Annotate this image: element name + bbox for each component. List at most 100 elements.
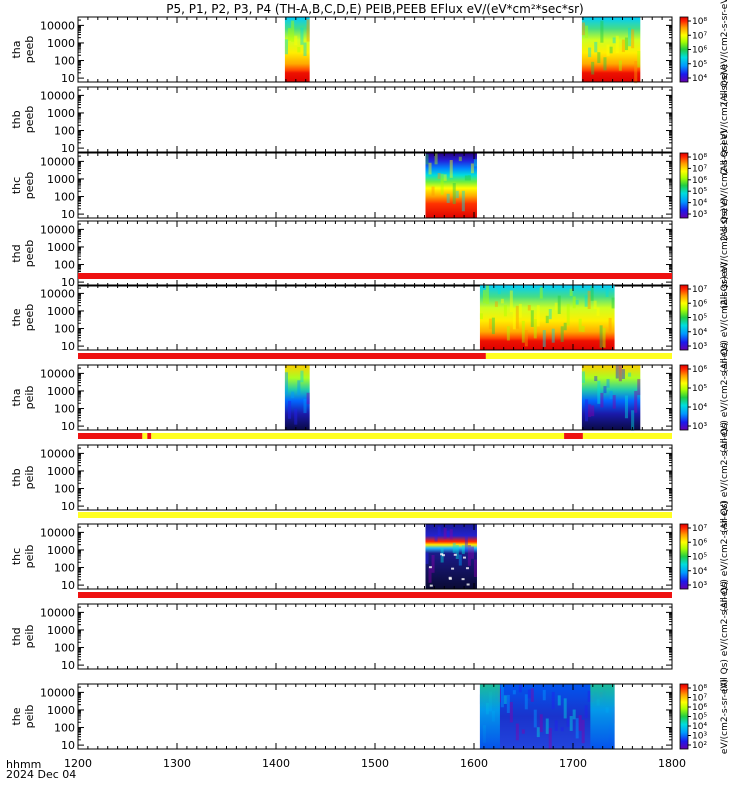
colorbar-tick-label: 10⁶ (692, 703, 707, 713)
colorbar-tick-label: 10⁷ (692, 694, 707, 704)
status-bar-segment (78, 433, 143, 439)
colorbar-label: (All Qs) eV/(cm2-s-sr-eV) (720, 262, 730, 373)
colorbar-label: (All Qs) eV/(cm2-s-sr-eV) (720, 0, 730, 105)
status-bar-segment (78, 353, 486, 359)
colorbar-tick-label: 10⁶ (692, 299, 707, 309)
status-bar-segment (485, 353, 672, 359)
colorbar-tick-label: 10⁸ (692, 153, 707, 163)
y-tick-label: 10000 (40, 155, 75, 168)
y-tick-label: 1000 (47, 305, 75, 318)
y-tick-label: 10 (61, 739, 75, 752)
x-tick-label: 1700 (559, 757, 587, 770)
colorbar-tick-label: 10⁶ (692, 46, 707, 56)
panel-thc-peib: 10 100 1000 10000 thc peib 10³ 10⁴ 10⁵ 10⁶ 10⁷ (All… (10, 501, 730, 612)
colorbar-tick-label: 10⁵ (692, 187, 707, 197)
colorbar-label: (All Qs) eV/(cm2-s-sr-eV) (720, 501, 730, 612)
colorbar (679, 523, 689, 590)
x-tick-label: 1200 (64, 757, 92, 770)
y-tick-label: 1000 (47, 107, 75, 120)
data-block (581, 17, 641, 84)
x-axis-label-line1: hhmm (6, 758, 41, 771)
panel-label-probe: thb (10, 110, 23, 128)
colorbar-label: eV/(cm2-s-sr-eV) (720, 679, 730, 754)
y-tick-label: 1000 (47, 544, 75, 557)
x-tick-label: 1400 (262, 757, 290, 770)
panel-thd-peeb: 10 100 1000 10000 thd peeb (All Qs) eV/(cm2-s-… (10, 198, 730, 309)
colorbar-tick-label: 10³ (692, 732, 707, 742)
panel-frame (77, 603, 673, 670)
y-tick-label: 10000 (40, 526, 75, 539)
y-tick-label: 100 (54, 722, 75, 735)
y-tick-label: 10000 (40, 19, 75, 32)
y-tick-label: 1000 (47, 37, 75, 50)
y-tick-label: 100 (54, 191, 75, 204)
data-block (479, 285, 615, 350)
colorbar (679, 683, 689, 750)
colorbar-label: (All Qs) eV/(cm2-s-sr-eV) (720, 130, 730, 241)
panel-label-instrument: peib (23, 386, 36, 410)
y-tick-label: 1000 (47, 173, 75, 186)
panel-label-probe: thb (10, 468, 23, 486)
panel-thb-peeb: 10 100 1000 10000 thb peeb (All Qs) eV/(cm2-s-… (10, 64, 730, 175)
y-tick-label: 10 (61, 500, 75, 513)
panel-label-probe: the (10, 308, 23, 326)
colorbar (679, 16, 689, 83)
colorbar-tick-label: 10⁷ (692, 164, 707, 174)
panel-thb-peib: 10 100 1000 10000 thb peib (All Qs) eV/(cm2-s-… (10, 422, 730, 533)
panel-label-instrument: peib (23, 545, 36, 569)
y-tick-label: 1000 (47, 465, 75, 478)
y-tick-label: 10 (61, 208, 75, 221)
panel-label-instrument: peeb (23, 36, 36, 64)
panel-label-instrument: peeb (23, 240, 36, 268)
data-block (284, 365, 310, 430)
status-bar-segment (142, 433, 148, 439)
x-axis: 1200 1300 1400 1500 1600 1700 1800 (64, 757, 686, 770)
y-tick-label: 1000 (47, 624, 75, 637)
colorbar (679, 152, 689, 219)
panel-frame (77, 444, 673, 511)
y-tick-label: 10000 (40, 367, 75, 380)
y-tick-label: 100 (54, 403, 75, 416)
y-tick-label: 10000 (40, 447, 75, 460)
y-tick-label: 100 (54, 323, 75, 336)
x-tick-label: 1300 (163, 757, 191, 770)
panel-label-probe: the (10, 707, 23, 725)
colorbar-tick-label: 10⁵ (692, 713, 707, 723)
x-tick-label: 1600 (460, 757, 488, 770)
y-tick-label: 100 (54, 642, 75, 655)
colorbar-label: (All Qs) eV/(cm2-s-sr-eV) (720, 64, 730, 175)
panel-label-instrument: peib (23, 466, 36, 490)
colorbar (679, 284, 689, 351)
y-tick-label: 100 (54, 483, 75, 496)
y-tick-label: 100 (54, 259, 75, 272)
y-tick-label: 10 (61, 340, 75, 353)
panel-label-probe: thd (10, 627, 23, 645)
status-bar-segment (151, 433, 565, 439)
colorbar-tick-label: 10⁴ (692, 403, 707, 413)
colorbar-label: (All Qs) eV/(cm2-s-sr-eV) (720, 422, 730, 533)
panel-the-peib: 10 100 1000 10000 the peib 10²10³10⁴10⁵10⁶10⁷1… (10, 679, 730, 754)
y-tick-label: 10000 (40, 223, 75, 236)
y-tick-label: 10000 (40, 89, 75, 102)
panel-label-probe: thc (10, 177, 23, 194)
colorbar-tick-label: 10⁴ (692, 567, 707, 577)
x-axis-label-line2: 2024 Dec 04 (6, 768, 76, 781)
panel-label-probe: thc (10, 548, 23, 565)
colorbar-tick-label: 10⁶ (692, 538, 707, 548)
y-tick-label: 10 (61, 276, 75, 289)
x-tick-label: 1800 (658, 757, 686, 770)
x-tick-label: 1500 (361, 757, 389, 770)
data-block (284, 17, 310, 82)
colorbar-tick-label: 10⁷ (692, 31, 707, 41)
colorbar-tick-label: 10⁵ (692, 553, 707, 563)
colorbar-tick-label: 10⁶ (692, 365, 707, 375)
data-block (425, 524, 477, 589)
status-bar-segment (582, 433, 672, 439)
panel-frame (77, 523, 673, 590)
colorbar-tick-label: 10³ (692, 422, 707, 432)
y-tick-label: 1000 (47, 241, 75, 254)
panel-label-instrument: peeb (23, 172, 36, 200)
